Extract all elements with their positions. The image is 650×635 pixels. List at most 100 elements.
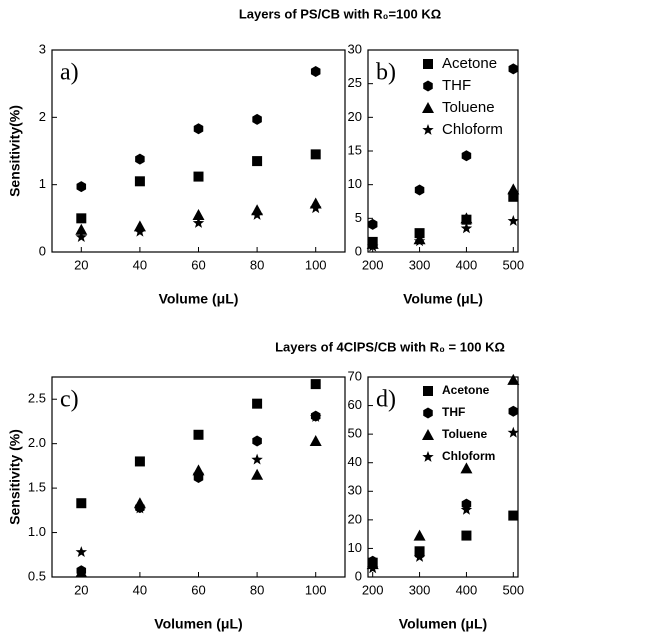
legend-label: Acetone <box>442 55 497 72</box>
y-tick-label: 1.0 <box>28 524 46 539</box>
legend-marker <box>422 124 434 135</box>
data-point <box>461 150 472 162</box>
y-tick-label: 1.5 <box>28 480 46 495</box>
x-tick-label: 100 <box>305 582 327 597</box>
data-point <box>75 566 88 578</box>
x-axis-label: Volume (μL) <box>403 291 483 307</box>
data-point <box>252 398 263 409</box>
data-point <box>508 510 519 521</box>
x-tick-label: 300 <box>409 257 431 272</box>
legend-label: Toluene <box>442 99 495 116</box>
data-point <box>460 212 473 224</box>
data-point <box>460 503 473 515</box>
data-point <box>461 530 472 541</box>
legend-label: Chloform <box>442 121 503 138</box>
y-tick-label: 2 <box>39 109 46 124</box>
data-point <box>309 202 322 214</box>
data-point <box>367 218 378 230</box>
y-tick-label: 60 <box>348 397 362 412</box>
data-point <box>76 213 87 224</box>
x-tick-label: 40 <box>133 257 147 272</box>
legend-label: THF <box>442 405 465 419</box>
data-point <box>76 498 87 509</box>
x-axis-label: Volume (μL) <box>159 291 239 307</box>
x-tick-label: 500 <box>502 257 524 272</box>
data-point <box>192 208 205 220</box>
x-tick-label: 80 <box>250 257 264 272</box>
panel-label: b) <box>376 60 396 86</box>
x-tick-label: 60 <box>191 257 205 272</box>
data-point <box>251 453 263 465</box>
data-point <box>414 228 425 239</box>
y-axis-label: Sensitivity(%) <box>7 105 23 197</box>
x-tick-label: 20 <box>74 257 88 272</box>
panel-label: a) <box>60 60 79 86</box>
legend-marker <box>423 407 433 419</box>
data-point <box>251 208 263 220</box>
panel-label: d) <box>376 387 396 413</box>
y-tick-label: 2.5 <box>28 391 46 406</box>
data-point <box>508 405 519 417</box>
data-point <box>414 184 425 196</box>
y-tick-label: 2.0 <box>28 435 46 450</box>
data-point <box>309 411 322 422</box>
data-point <box>252 435 262 447</box>
y-tick-label: 0 <box>39 243 46 258</box>
data-point <box>75 546 88 557</box>
x-tick-label: 80 <box>250 582 264 597</box>
legend-label: Acetone <box>442 383 490 397</box>
x-tick-label: 60 <box>191 582 205 597</box>
x-tick-label: 300 <box>409 582 431 597</box>
y-tick-label: 0 <box>355 568 362 583</box>
x-tick-label: 200 <box>362 257 384 272</box>
data-point <box>310 149 321 160</box>
data-point <box>413 235 426 247</box>
y-tick-label: 50 <box>348 426 362 441</box>
data-point <box>507 426 520 438</box>
data-point <box>76 181 87 193</box>
y-tick-label: 15 <box>348 142 362 157</box>
y-tick-label: 3 <box>39 41 46 56</box>
x-tick-label: 400 <box>456 257 478 272</box>
figure-title: Layers of 4ClPS/CB with R₀ = 100 KΩ <box>275 339 505 354</box>
data-point <box>310 379 321 390</box>
x-tick-label: 40 <box>133 582 147 597</box>
x-tick-label: 400 <box>456 582 478 597</box>
legend-label: Chloform <box>442 449 495 463</box>
legend-marker <box>423 386 433 396</box>
x-tick-label: 100 <box>305 257 327 272</box>
y-tick-label: 40 <box>348 454 362 469</box>
plot-frame <box>367 376 519 578</box>
x-tick-label: 20 <box>74 582 88 597</box>
legend-label: THF <box>442 77 471 94</box>
data-point <box>460 222 473 234</box>
y-tick-label: 1 <box>39 176 46 191</box>
legend-marker <box>422 451 434 462</box>
x-axis-label: Volumen (μL) <box>154 616 242 632</box>
data-point <box>366 240 379 252</box>
data-point <box>192 217 205 228</box>
y-tick-label: 25 <box>348 75 362 90</box>
legend-label: Toluene <box>442 427 487 441</box>
y-tick-label: 70 <box>348 368 362 383</box>
data-point <box>310 66 321 78</box>
data-point <box>460 462 473 474</box>
x-axis-label: Volumen (μL) <box>399 616 487 632</box>
data-point <box>366 562 379 574</box>
figure-title: Layers of PS/CB with R₀=100 KΩ <box>239 6 441 21</box>
y-tick-label: 30 <box>348 483 362 498</box>
y-tick-label: 5 <box>355 210 362 225</box>
legend-marker <box>422 102 434 113</box>
legend-marker <box>423 80 433 92</box>
data-point <box>193 429 204 440</box>
data-point <box>135 153 145 165</box>
data-point <box>75 231 88 243</box>
data-point <box>252 156 263 167</box>
data-point <box>193 123 204 135</box>
y-tick-label: 0 <box>355 243 362 258</box>
data-point <box>507 183 520 195</box>
data-point <box>134 456 145 467</box>
data-point <box>134 176 145 187</box>
y-axis-label: Sensitivity (%) <box>7 429 23 525</box>
